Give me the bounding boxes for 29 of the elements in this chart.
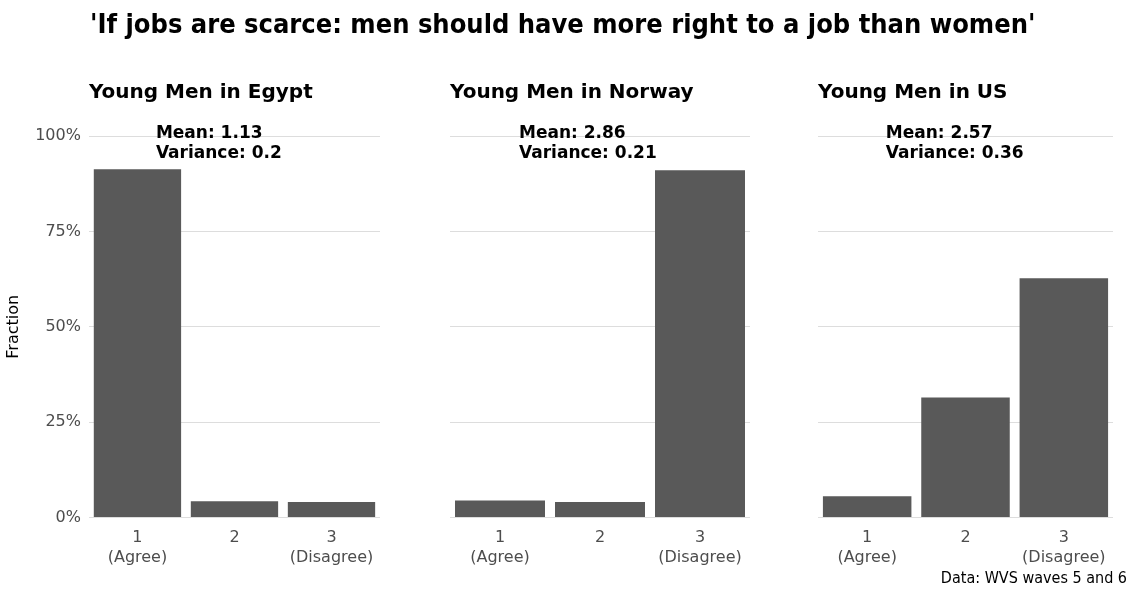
x-tick-label: 2 <box>229 527 240 547</box>
chart-subtitle: Young Men in US <box>817 79 1008 103</box>
bar <box>93 169 182 518</box>
y-tick-label: 100% <box>35 125 81 145</box>
annotation: Variance: 0.21 <box>519 142 657 162</box>
x-tick-label: 2 <box>594 527 606 547</box>
annotation: Mean: 2.86 <box>519 122 626 142</box>
bar <box>287 501 376 518</box>
text: 'If jobs are scarce: men should have more right to a job than women' <box>90 8 1036 39</box>
x-tick-label: 3 (Disagree) <box>1022 527 1106 566</box>
y-tick-label: 25% <box>45 411 81 431</box>
x-tick-label: 3 (Disagree) <box>289 527 374 566</box>
chart-subtitle: Young Men in Egypt <box>87 79 314 103</box>
annotation: Mean: 1.13 <box>155 122 263 142</box>
annotation: Mean: 2.57 <box>885 122 993 142</box>
x-tick-label: 1 (Agree) <box>837 527 897 566</box>
chart-subtitle: Young Men in Norway <box>449 79 694 103</box>
y-axis-title: Fraction <box>2 294 22 359</box>
bar <box>190 501 279 518</box>
x-tick-label: 2 <box>960 527 971 547</box>
y-tick-label: 75% <box>45 220 81 240</box>
x-tick-label: 1 (Agree) <box>107 527 168 566</box>
annotation: Variance: 0.2 <box>155 142 282 162</box>
text: Data: WVS waves 5 and 6 <box>940 568 1127 587</box>
x-tick-label: 1 (Agree) <box>470 527 530 566</box>
annotation: Variance: 0.36 <box>885 142 1024 162</box>
y-tick-label: 50% <box>45 315 81 335</box>
x-tick-label: 3 (Disagree) <box>658 527 742 566</box>
y-tick-label: 0% <box>55 506 81 526</box>
